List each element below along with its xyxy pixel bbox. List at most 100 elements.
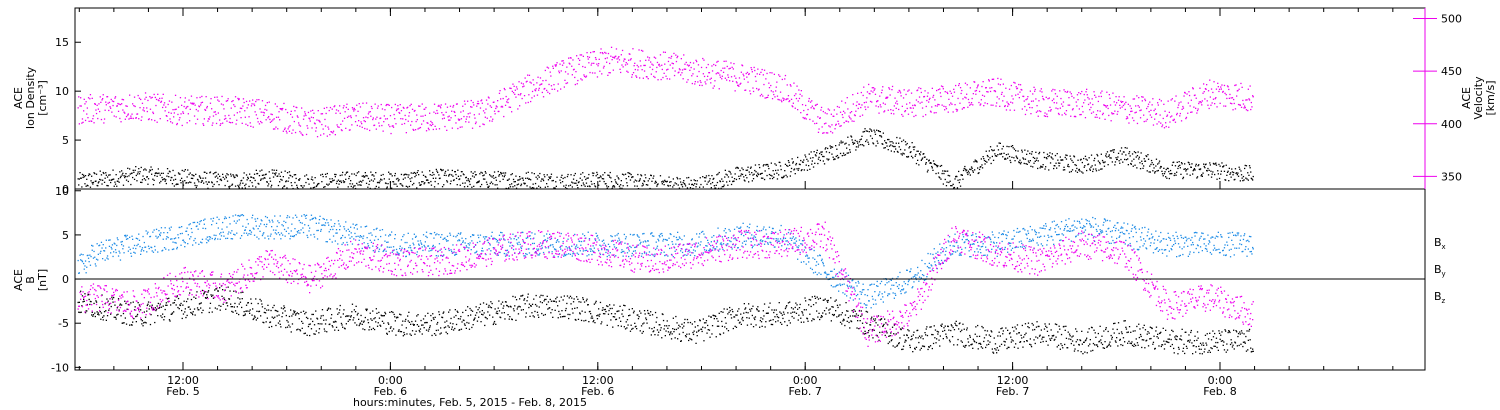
velocity-point — [479, 107, 482, 109]
density-point — [771, 177, 774, 180]
bx-point — [159, 303, 161, 305]
density-point — [887, 149, 889, 151]
velocity-point — [743, 78, 745, 80]
density-point — [598, 184, 600, 186]
velocity-point — [966, 84, 968, 86]
density-point — [774, 163, 776, 165]
bx-point — [590, 317, 592, 319]
bx-point — [708, 315, 710, 317]
bx-point — [285, 326, 287, 329]
velocity-point — [901, 105, 903, 107]
density-point — [1238, 166, 1240, 168]
bx-point — [202, 309, 204, 311]
density-point — [438, 174, 440, 176]
bx-point — [427, 330, 430, 332]
velocity-point — [934, 99, 936, 101]
velocity-point — [1168, 126, 1170, 128]
velocity-point — [1216, 106, 1218, 108]
density-point — [457, 169, 459, 171]
density-point — [397, 180, 400, 182]
velocity-point — [262, 111, 264, 113]
density-point — [1110, 157, 1112, 159]
velocity-point — [174, 94, 177, 96]
density-point — [1010, 161, 1012, 164]
density-point — [1250, 171, 1252, 173]
velocity-point — [1141, 96, 1143, 98]
velocity-point — [849, 117, 851, 119]
velocity-point — [760, 93, 763, 96]
velocity-point — [468, 116, 471, 118]
velocity-point — [104, 109, 106, 111]
velocity-point — [787, 98, 789, 100]
density-point — [964, 165, 966, 168]
bx-point — [282, 312, 284, 314]
velocity-point — [1010, 84, 1012, 87]
bx-point — [80, 311, 82, 313]
density-point — [513, 181, 515, 183]
density-point — [785, 174, 787, 176]
density-point — [1098, 161, 1101, 164]
bx-point — [354, 311, 357, 313]
density-point — [721, 178, 723, 180]
density-point — [1007, 157, 1009, 159]
velocity-point — [848, 115, 850, 117]
velocity-point — [1078, 108, 1080, 110]
density-point — [1130, 162, 1132, 165]
density-point — [138, 168, 140, 170]
velocity-point — [449, 105, 452, 107]
velocity-point — [406, 107, 408, 109]
density-point — [253, 177, 255, 179]
density-point — [275, 172, 277, 174]
density-point — [751, 180, 753, 182]
velocity-point — [201, 95, 203, 98]
density-point — [967, 173, 969, 176]
density-point — [871, 130, 873, 132]
velocity-point — [1203, 83, 1205, 85]
velocity-point — [703, 59, 705, 61]
velocity-point — [877, 106, 880, 108]
velocity-point — [824, 112, 826, 114]
density-point — [666, 180, 668, 182]
bx-point — [602, 307, 604, 309]
density-point — [1196, 176, 1199, 178]
density-point — [817, 158, 820, 160]
density-point — [286, 187, 288, 189]
velocity-point — [622, 66, 624, 68]
bx-point — [430, 319, 433, 322]
bx-point — [457, 311, 459, 313]
bx-point — [225, 308, 227, 310]
velocity-point — [214, 111, 216, 113]
velocity-point — [982, 81, 984, 83]
density-point — [1032, 156, 1034, 159]
bx-point — [679, 326, 681, 328]
density-point — [1047, 155, 1049, 158]
density-point — [226, 173, 228, 175]
velocity-point — [1148, 111, 1150, 113]
density-point — [874, 131, 876, 133]
bx-point — [708, 329, 711, 331]
bx-point — [350, 315, 352, 317]
velocity-point — [456, 103, 458, 105]
velocity-point — [795, 93, 797, 95]
velocity-point — [303, 115, 305, 117]
bx-point — [593, 319, 595, 322]
velocity-point — [921, 101, 923, 103]
velocity-point — [513, 85, 515, 87]
bx-point — [252, 318, 254, 321]
velocity-point — [830, 130, 832, 133]
bx-point — [177, 306, 179, 309]
density-point — [961, 174, 963, 176]
density-point — [1114, 161, 1117, 163]
bx-point — [757, 306, 759, 308]
velocity-point — [1222, 91, 1224, 93]
bx-point — [694, 321, 696, 323]
density-point — [493, 171, 496, 173]
density-point — [408, 174, 410, 176]
bx-point — [769, 302, 771, 304]
density-point — [921, 158, 923, 160]
velocity-point — [617, 61, 619, 63]
velocity-point — [723, 60, 725, 62]
velocity-point — [762, 74, 764, 76]
density-point — [996, 145, 998, 147]
density-point — [626, 182, 628, 184]
